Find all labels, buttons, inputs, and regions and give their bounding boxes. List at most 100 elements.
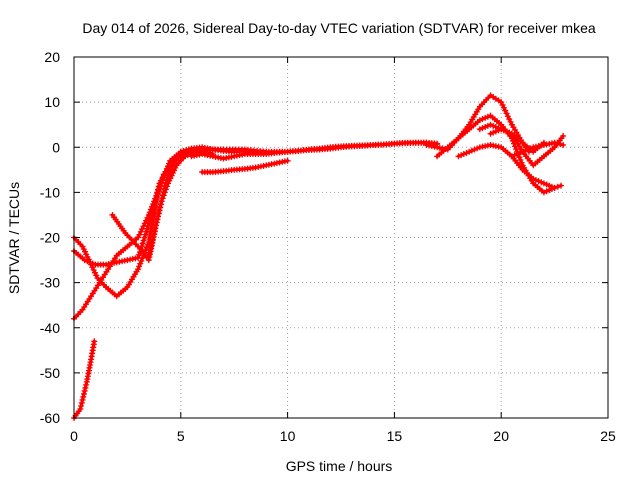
point-marker [151, 228, 158, 235]
point-marker [82, 384, 89, 391]
point-marker [146, 249, 153, 256]
point-marker [77, 405, 84, 412]
point-marker [524, 146, 531, 153]
point-marker [81, 387, 88, 394]
point-marker [135, 251, 142, 258]
point-marker [89, 260, 96, 267]
point-marker [135, 234, 142, 241]
y-tick-label: -30 [40, 275, 60, 291]
point-marker [476, 126, 483, 133]
point-marker [495, 127, 502, 134]
point-marker [80, 390, 87, 397]
point-marker [499, 101, 506, 108]
point-marker [551, 139, 558, 146]
point-marker [532, 176, 539, 183]
y-axis-title: SDTVAR / TECUs [6, 182, 22, 294]
y-tick-label: -40 [40, 320, 60, 336]
point-marker [504, 113, 511, 120]
point-marker [152, 225, 159, 232]
point-marker [148, 213, 155, 220]
point-marker [160, 192, 167, 199]
point-marker [140, 237, 147, 244]
point-marker [482, 114, 489, 121]
point-marker [152, 195, 159, 202]
point-marker [91, 338, 98, 345]
point-marker [554, 183, 561, 190]
point-marker [506, 116, 513, 123]
point-marker [180, 147, 187, 154]
point-marker [142, 231, 149, 238]
point-marker [84, 258, 91, 265]
point-marker [137, 260, 144, 267]
point-marker [479, 116, 486, 123]
point-marker [490, 129, 497, 136]
point-marker [502, 107, 509, 114]
point-marker [458, 152, 465, 159]
point-marker [466, 148, 473, 155]
point-marker [138, 257, 145, 264]
point-marker [500, 104, 507, 111]
point-marker [153, 192, 160, 199]
point-marker [78, 399, 85, 406]
series-arc-9 [199, 157, 291, 176]
point-marker [538, 179, 545, 186]
point-marker [183, 147, 190, 154]
point-marker [144, 225, 151, 232]
point-marker [90, 266, 97, 273]
point-marker [87, 259, 94, 266]
x-tick-label: 25 [600, 428, 616, 444]
point-marker [185, 146, 192, 153]
point-marker [158, 198, 165, 205]
point-marker [155, 186, 162, 193]
point-marker [93, 272, 100, 279]
point-marker [147, 243, 154, 250]
x-tick-label: 15 [387, 428, 403, 444]
point-marker [519, 148, 526, 155]
x-tick-label: 0 [70, 428, 78, 444]
y-tick-label: -60 [40, 410, 60, 426]
point-marker [476, 117, 483, 124]
y-tick-label: -20 [40, 230, 60, 246]
point-marker [463, 149, 470, 156]
point-marker [498, 126, 505, 133]
axis-ticks [73, 56, 609, 419]
point-marker [492, 128, 499, 135]
point-marker [498, 99, 505, 106]
tick-labels: 0 5 10 15 20 25 -60 -50 -40 -30 -20 -10 0 10 20 [40, 49, 616, 444]
point-marker [143, 244, 150, 251]
point-marker [145, 222, 152, 229]
point-marker [503, 128, 510, 135]
point-marker [154, 189, 161, 196]
point-marker [506, 129, 513, 136]
point-marker [145, 252, 152, 259]
point-marker [490, 122, 497, 129]
point-marker [155, 210, 162, 217]
point-marker [152, 198, 159, 205]
x-tick-label: 20 [493, 428, 509, 444]
point-marker [144, 241, 151, 248]
point-marker [284, 157, 291, 164]
point-marker [143, 217, 150, 224]
point-marker [460, 151, 467, 158]
point-marker [155, 213, 162, 220]
point-marker [149, 237, 156, 244]
point-marker [482, 123, 489, 130]
x-tick-label: 10 [280, 428, 296, 444]
point-marker [170, 160, 177, 167]
point-marker [149, 210, 156, 217]
point-marker [139, 226, 146, 233]
point-marker [182, 153, 189, 160]
point-marker [79, 396, 86, 403]
point-marker [514, 151, 521, 158]
point-marker [135, 266, 142, 273]
point-marker [137, 228, 144, 235]
x-axis-title: GPS time / hours [286, 458, 393, 474]
point-marker [471, 146, 478, 153]
point-marker [155, 183, 162, 190]
point-marker [540, 189, 547, 196]
point-marker [150, 207, 157, 214]
y-tick-label: 20 [44, 49, 60, 65]
point-marker [81, 257, 88, 264]
point-marker [141, 220, 148, 227]
